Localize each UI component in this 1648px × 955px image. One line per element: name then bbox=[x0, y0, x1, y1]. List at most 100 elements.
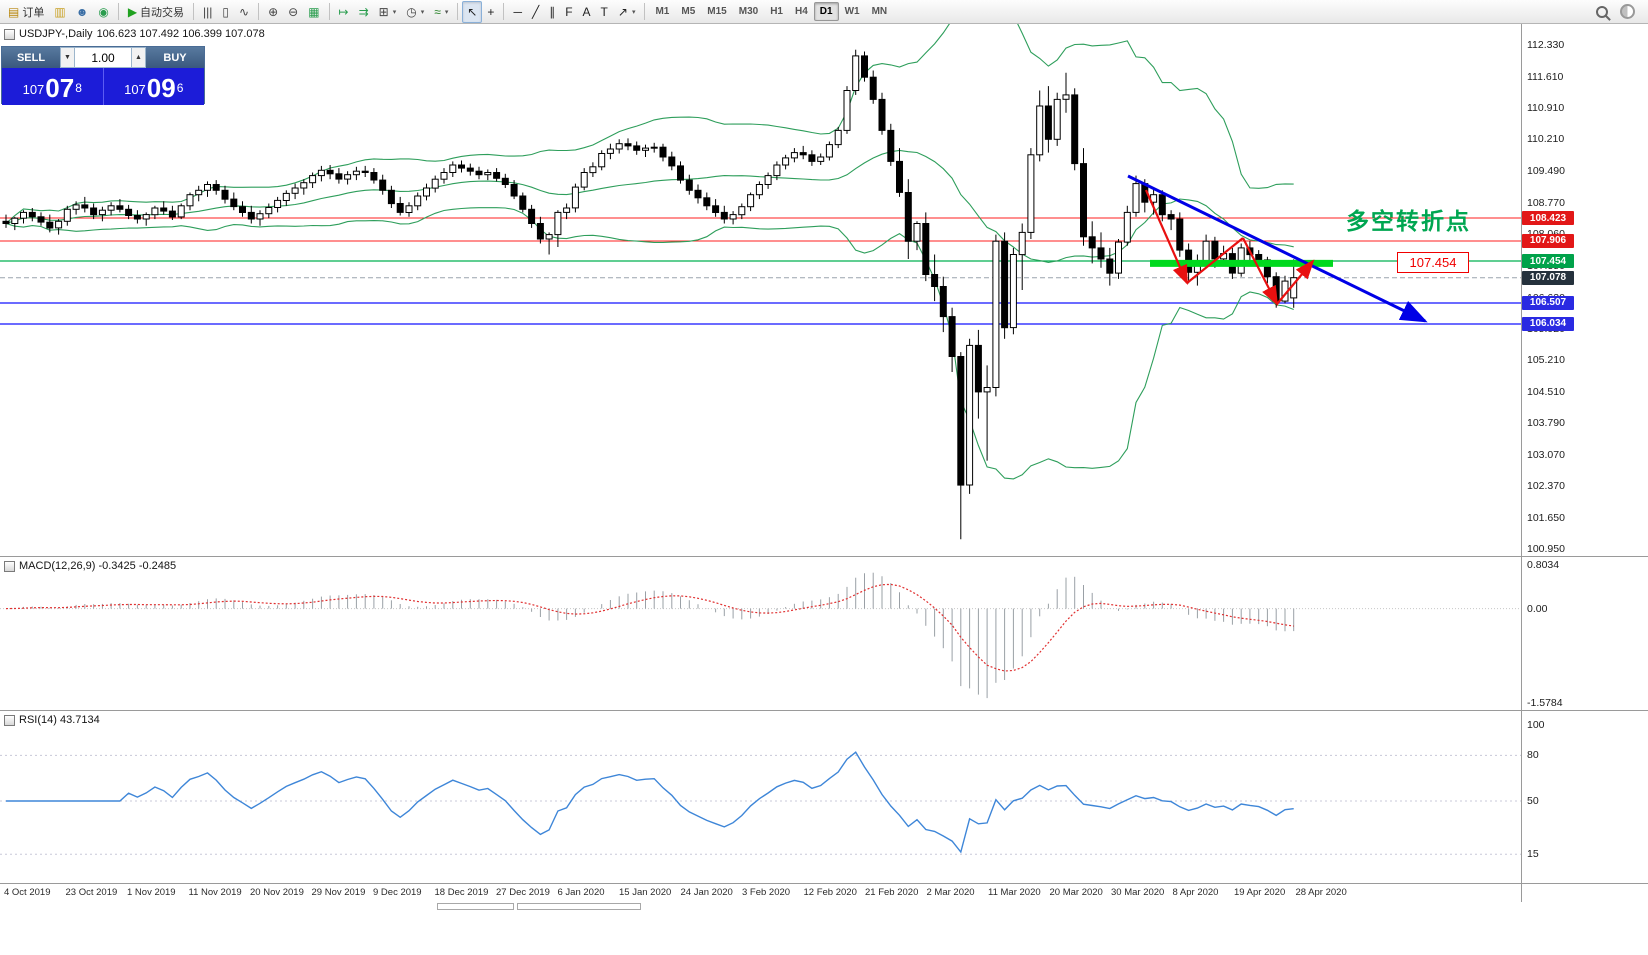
new-chart-button[interactable]: ⊞ ▾ bbox=[374, 1, 402, 23]
periods-button[interactable]: ◷ ▾ bbox=[401, 1, 429, 23]
buy-price-button[interactable]: 107 09 6 bbox=[104, 68, 205, 105]
timeframe-h1-button[interactable]: H1 bbox=[770, 6, 783, 17]
bottom-tab[interactable] bbox=[517, 903, 641, 910]
horizontal-line-button[interactable]: ─ bbox=[508, 1, 527, 23]
timeframe-m15-button[interactable]: M15 bbox=[707, 6, 727, 17]
connection-status-icon[interactable] bbox=[1620, 4, 1635, 19]
label-icon: T bbox=[600, 4, 608, 19]
price-tick: 109.490 bbox=[1527, 164, 1565, 177]
date-label: 20 Nov 2019 bbox=[250, 887, 304, 898]
date-label: 21 Feb 2020 bbox=[865, 887, 919, 898]
sell-price-sup: 8 bbox=[75, 80, 82, 95]
indicator-mini-icon bbox=[4, 560, 15, 572]
line-chart-icon: ∿ bbox=[239, 4, 250, 19]
timeframe-d1-button[interactable]: D1 bbox=[813, 2, 839, 21]
cursor-icon: ↖ bbox=[467, 4, 478, 19]
auto-scroll-button[interactable]: ⇉ bbox=[354, 1, 374, 23]
date-label: 23 Oct 2019 bbox=[65, 887, 118, 898]
zoom-in-button[interactable]: ⊕ bbox=[263, 1, 283, 23]
shapes-button[interactable]: ↗ ▾ bbox=[613, 1, 641, 23]
globe-icon: ◉ bbox=[98, 4, 109, 19]
timeframe-m1-button[interactable]: M1 bbox=[655, 6, 670, 17]
price-tick: 105.920 bbox=[1527, 323, 1565, 335]
panel-separator bbox=[0, 883, 1648, 884]
price-tick: 110.910 bbox=[1527, 101, 1565, 114]
search-icon[interactable] bbox=[1596, 5, 1608, 18]
autotrading-button-label: 自动交易 bbox=[140, 6, 185, 19]
date-label: 4 Oct 2019 bbox=[4, 887, 51, 898]
bottom-tab[interactable] bbox=[437, 903, 514, 910]
trendline-button[interactable]: ╱ bbox=[527, 1, 544, 23]
crosshair-button[interactable]: + bbox=[482, 1, 499, 23]
label-button[interactable]: T bbox=[596, 1, 613, 23]
new-order-icon: ▤ bbox=[8, 4, 20, 19]
date-label: 28 Apr 2020 bbox=[1295, 887, 1347, 898]
timeframe-h4-button[interactable]: H4 bbox=[794, 6, 808, 17]
price-badge: 106.507 bbox=[1522, 295, 1574, 310]
candlestick-chart-button[interactable]: ▯ bbox=[217, 1, 234, 23]
rsi-canvas[interactable] bbox=[0, 711, 1521, 883]
time-scale[interactable]: 4 Oct 2019 23 Oct 2019 1 Nov 2019 11 Nov 20… bbox=[0, 884, 1648, 902]
trade-panel-prices: 107 07 8 107 09 6 bbox=[2, 68, 204, 105]
date-label: 9 Dec 2019 bbox=[373, 887, 422, 898]
chinese-annotation-text: 多空转折点 bbox=[1346, 208, 1471, 234]
new-order-button[interactable]: ▤ 订单 bbox=[3, 1, 49, 23]
arrow-shape-icon: ↗ bbox=[617, 4, 628, 19]
date-label: 8 Apr 2020 bbox=[1172, 887, 1219, 898]
accounts-button[interactable]: ☻ bbox=[71, 1, 94, 23]
profiles-button[interactable]: ▥ bbox=[49, 1, 70, 23]
sell-price-button[interactable]: 107 07 8 bbox=[2, 68, 103, 105]
sell-price-big: 07 bbox=[45, 73, 75, 103]
panel-separator[interactable] bbox=[0, 710, 1648, 711]
price-tick: 110.210 bbox=[1527, 132, 1565, 145]
toolbar-separator bbox=[644, 3, 646, 20]
price-scale-separator bbox=[1521, 24, 1522, 902]
panel-separator[interactable] bbox=[0, 556, 1648, 557]
horizontal-line-icon: ─ bbox=[513, 4, 522, 19]
line-chart-button[interactable]: ∿ bbox=[234, 1, 254, 23]
buy-button[interactable]: BUY bbox=[146, 47, 204, 68]
symbol-title: USDJPY-,Daily bbox=[19, 28, 93, 40]
macd-title: MACD(12,26,9) -0.3425 -0.2485 bbox=[4, 560, 176, 572]
date-label: 15 Jan 2020 bbox=[619, 887, 672, 898]
price-tick: 108.770 bbox=[1527, 196, 1565, 209]
indicator-icon: ≈ bbox=[434, 4, 441, 19]
timeframe-mn-button[interactable]: MN bbox=[871, 6, 888, 17]
price-tick: 100.950 bbox=[1527, 543, 1565, 556]
indicators-button[interactable]: ≈ ▾ bbox=[429, 1, 453, 23]
price-callout-label[interactable]: 107.454 bbox=[1397, 252, 1469, 273]
zoom-out-button[interactable]: ⊖ bbox=[283, 1, 303, 23]
macd-canvas[interactable] bbox=[0, 557, 1521, 710]
autotrading-button[interactable]: ▶ 自动交易 bbox=[123, 1, 189, 23]
cursor-button[interactable]: ↖ bbox=[462, 0, 483, 23]
community-button[interactable]: ◉ bbox=[93, 1, 113, 23]
price-tick: 108.060 bbox=[1527, 228, 1565, 241]
channel-button[interactable]: ∥ bbox=[544, 1, 560, 23]
main-chart-canvas[interactable] bbox=[0, 24, 1521, 556]
sell-button[interactable]: SELL bbox=[2, 47, 60, 68]
new-order-button-label: 订单 bbox=[22, 6, 45, 19]
bar-chart-button[interactable]: ||| bbox=[198, 1, 217, 23]
text-button[interactable]: A bbox=[578, 1, 596, 23]
tile-windows-icon: ▦ bbox=[308, 4, 320, 19]
price-tick: 112.330 bbox=[1527, 38, 1565, 51]
timeframe-w1-button[interactable]: W1 bbox=[844, 6, 860, 17]
date-label: 30 Mar 2020 bbox=[1111, 887, 1165, 898]
lot-size-input[interactable] bbox=[75, 47, 131, 68]
tile-windows-button[interactable]: ▦ bbox=[303, 1, 324, 23]
timeframe-m5-button[interactable]: M5 bbox=[681, 6, 696, 17]
timeframe-m30-button[interactable]: M30 bbox=[738, 6, 759, 17]
rsi-title: RSI(14) 43.7134 bbox=[4, 714, 100, 726]
lot-increment-button[interactable]: ▲ bbox=[131, 47, 146, 68]
indicator-mini-icon bbox=[4, 714, 15, 726]
macd-scale-label: 0.00 bbox=[1527, 602, 1548, 615]
channel-icon: ∥ bbox=[549, 4, 556, 19]
lot-decrement-button[interactable]: ▼ bbox=[60, 47, 75, 68]
fibonacci-button[interactable]: F bbox=[560, 1, 577, 23]
date-label: 1 Nov 2019 bbox=[127, 887, 176, 898]
price-tick: 103.070 bbox=[1527, 449, 1565, 462]
chart-shift-button[interactable]: ↦ bbox=[334, 1, 354, 23]
macd-scale-label: -1.5784 bbox=[1527, 697, 1563, 709]
buy-price-sup: 6 bbox=[176, 80, 184, 95]
ohlc-values: 106.623 107.492 106.399 107.078 bbox=[96, 28, 265, 40]
